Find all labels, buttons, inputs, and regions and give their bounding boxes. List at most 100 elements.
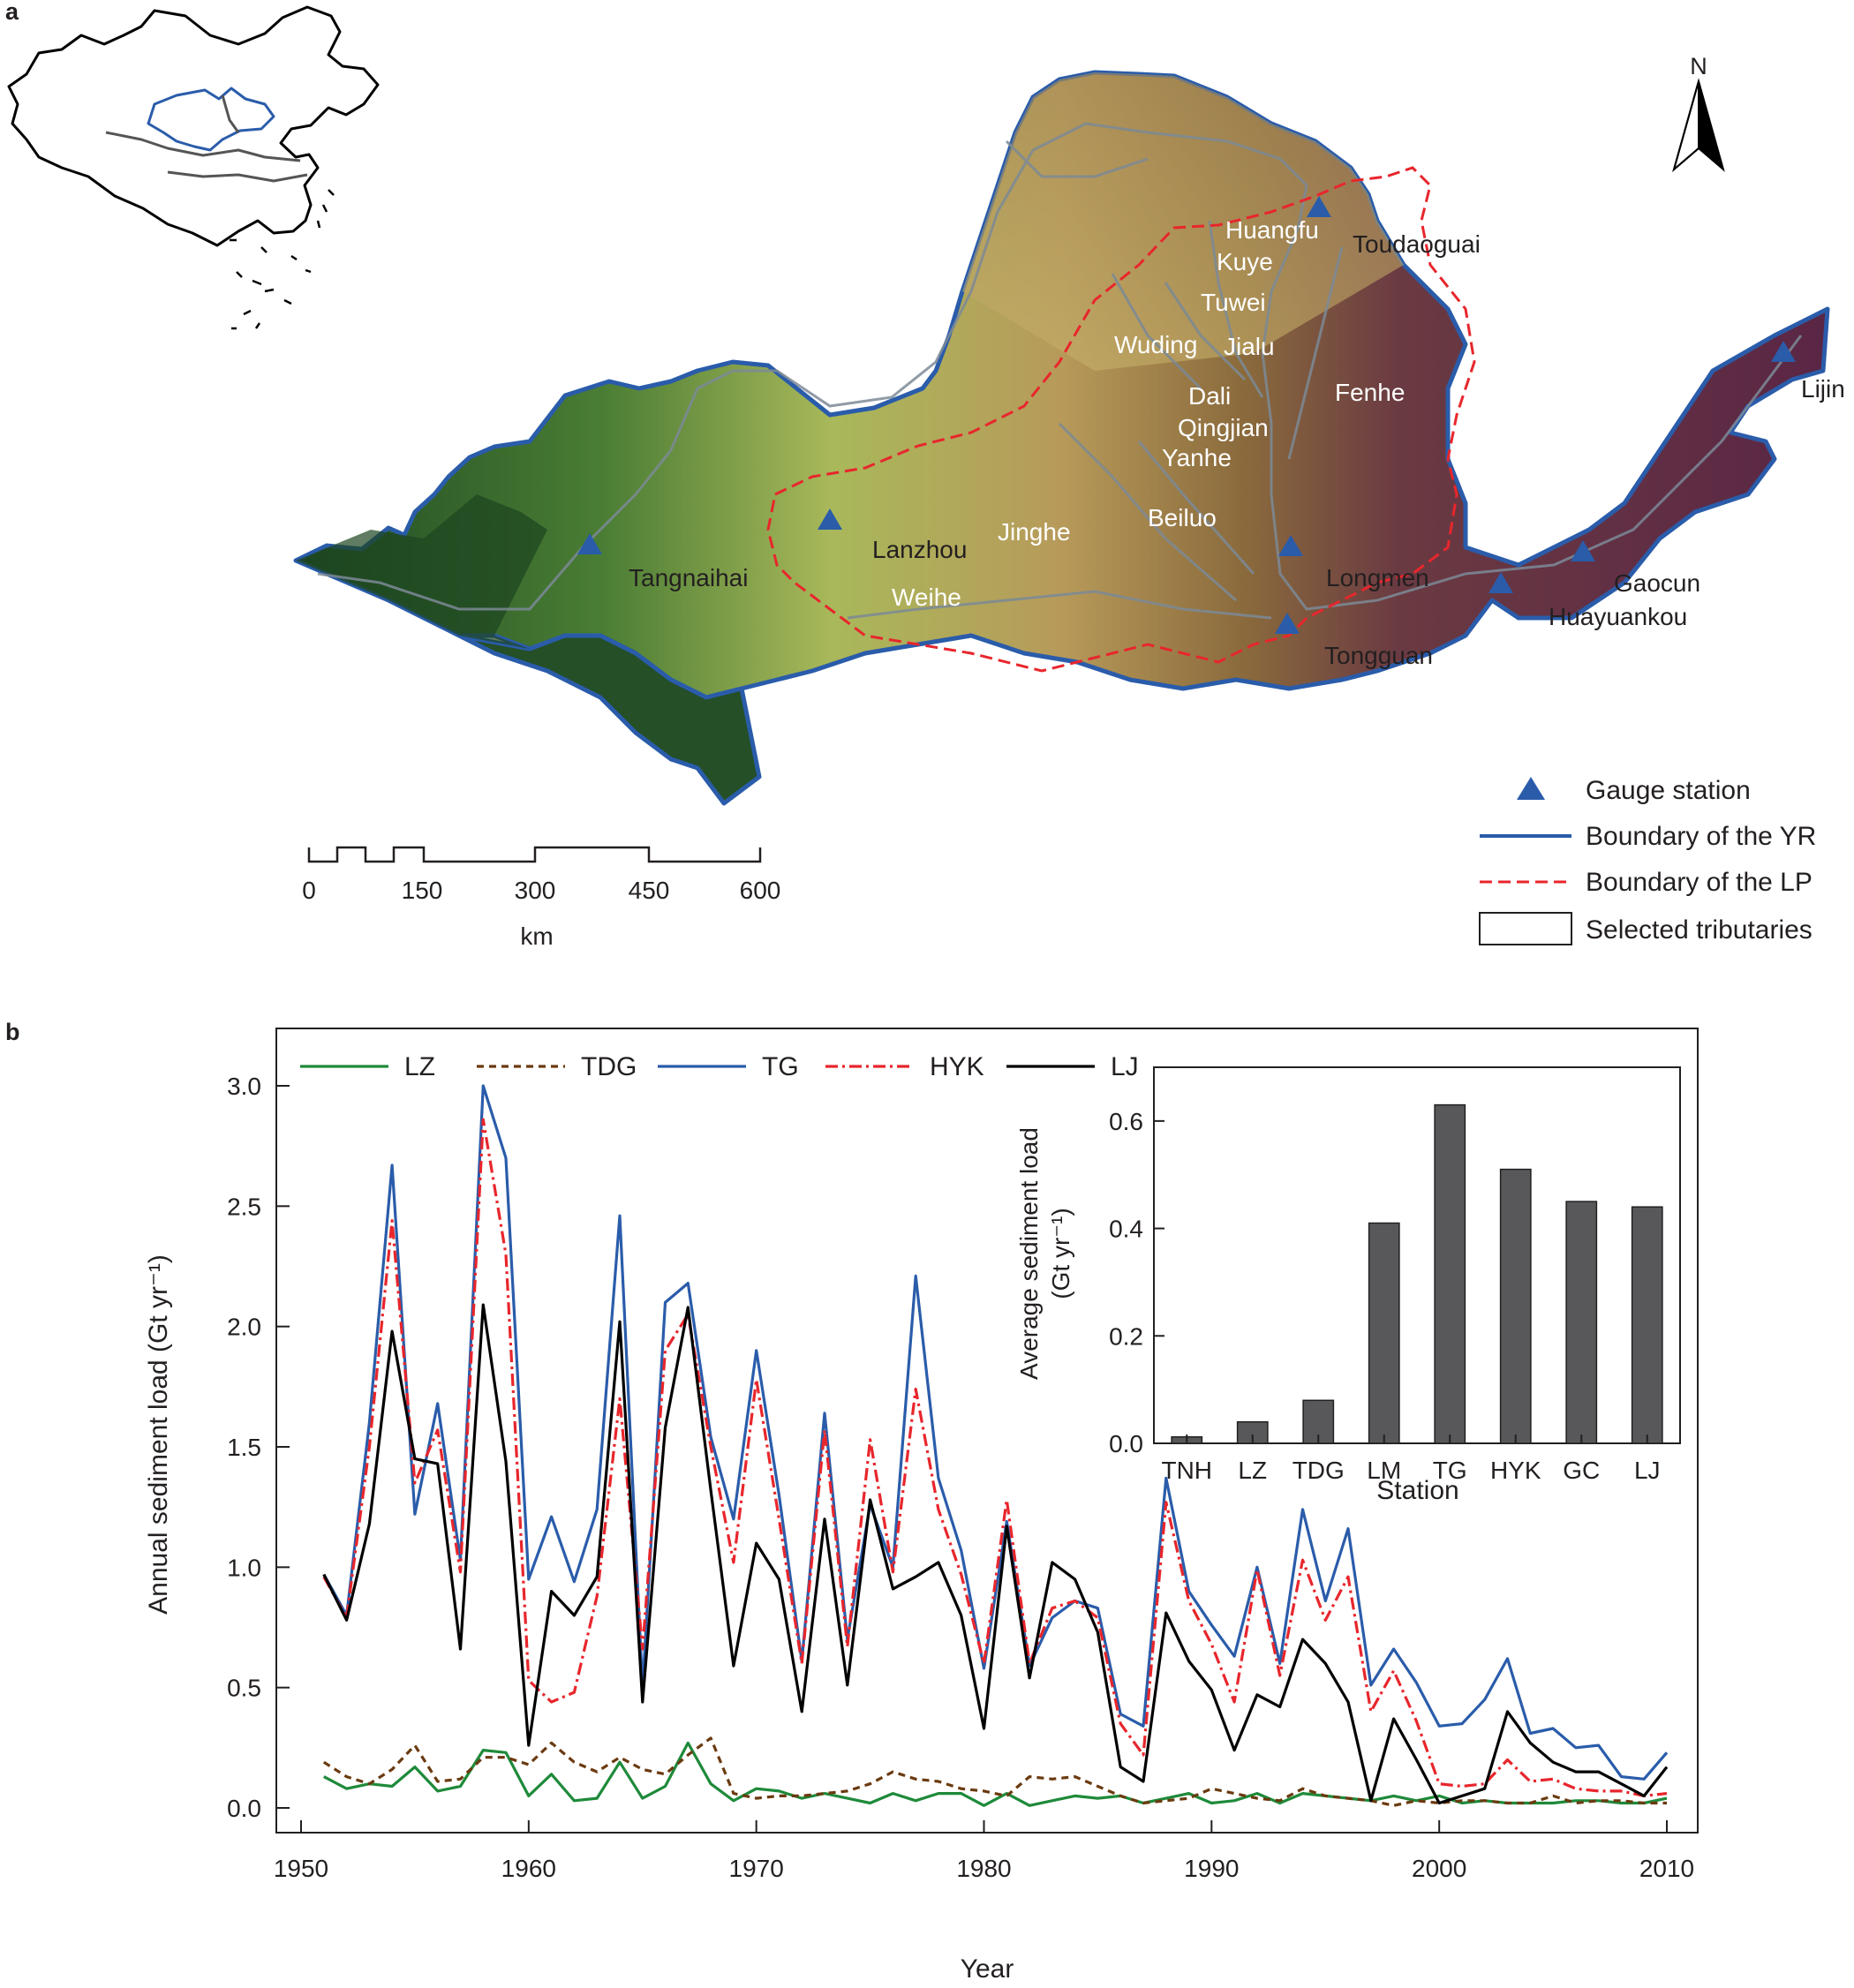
series-lz-line: [323, 1741, 1668, 1807]
scale-tick-600: 600: [740, 877, 781, 904]
gauge-longmen-icon: [1278, 535, 1303, 556]
inset-ylabel-line1: Average sediment load: [1015, 1127, 1043, 1380]
gauge-stations: [577, 196, 1796, 634]
series-tg-line: [322, 1084, 1669, 1781]
y-axis-label: Annual sediment load (Gt yr⁻¹): [144, 1254, 173, 1615]
chart-legend: LZ TDG TG HYK LJ: [300, 1052, 1139, 1081]
x-tick-label: 1980: [956, 1855, 1011, 1882]
legend-trib-label: Selected tributaries: [1586, 915, 1813, 945]
legend-gauge-icon: [1517, 777, 1545, 800]
y-tick-label: 3.0: [227, 1073, 261, 1100]
x-tick-label: 2000: [1412, 1855, 1466, 1882]
scale-tick-450: 450: [629, 877, 670, 904]
inset-bar-hyk: [1499, 1168, 1532, 1444]
legend-lp-label: Boundary of the LP: [1586, 868, 1813, 897]
x-tick-label: 2010: [1639, 1855, 1694, 1882]
inset-bar-tg: [1434, 1103, 1466, 1444]
gauge-huayuankou-icon: [1488, 572, 1513, 593]
legend-yr-label: Boundary of the YR: [1586, 822, 1816, 851]
label-weihe: Weihe: [892, 584, 961, 611]
inset-y-tick-label: 0.0: [1109, 1430, 1143, 1457]
plot-frame: [275, 1028, 1699, 1834]
inset-frame: [1153, 1066, 1681, 1444]
inset-ylabel-line2: (Gt yr⁻¹): [1047, 1208, 1074, 1299]
label-yanhe: Yanhe: [1162, 444, 1232, 471]
y-tick-label: 2.0: [227, 1314, 261, 1341]
yellow-river-basin: [293, 70, 1830, 806]
x-tick-label: 1970: [729, 1855, 784, 1882]
label-longmen: Longmen: [1326, 564, 1429, 591]
y-tick-label: 2.5: [227, 1193, 261, 1220]
inset-x-tick-label: LZ: [1238, 1457, 1267, 1484]
gauge-tangnaihai-icon: [577, 533, 602, 554]
label-huangfu: Huangfu: [1225, 216, 1319, 244]
panel-b-label: b: [5, 1019, 20, 1045]
scale-tick-0: 0: [302, 877, 316, 904]
gauge-lijin-icon: [1771, 341, 1796, 362]
china-inset-map: [7, 5, 380, 330]
north-label: N: [1690, 53, 1707, 79]
y-tick-label: 1.5: [227, 1434, 261, 1461]
loess-plateau-boundary: [766, 166, 1476, 673]
x-tick-label: 1950: [274, 1855, 328, 1882]
legend-lj-label: LJ: [1111, 1052, 1139, 1081]
x-axis: 1950 1960 1970 1980 1990 2000 2010: [274, 1820, 1694, 1882]
label-jialu: Jialu: [1224, 333, 1275, 360]
inset-y-tick-label: 0.4: [1109, 1216, 1143, 1243]
inset-y-axis: 0.0 0.2 0.4 0.6: [1109, 1108, 1164, 1457]
inset-y-tick-label: 0.6: [1109, 1108, 1143, 1135]
x-tick-label: 1990: [1184, 1855, 1239, 1882]
y-tick-label: 0.5: [227, 1675, 261, 1702]
label-tangnaihai: Tangnaihai: [629, 564, 748, 591]
inset-x-tick-label: TG: [1433, 1457, 1467, 1484]
inset-bar-lm: [1368, 1222, 1400, 1444]
gauge-tongguan-icon: [1275, 613, 1300, 634]
inset-bar-lj: [1631, 1206, 1663, 1444]
panel-a-label: a: [5, 0, 19, 25]
inset-x-tick-label: LM: [1367, 1457, 1401, 1484]
legend-tg-label: TG: [762, 1052, 799, 1081]
inset-y-tick-label: 0.2: [1109, 1322, 1143, 1350]
tributaries: [317, 122, 1803, 620]
label-tongguan: Tongguan: [1324, 642, 1433, 669]
inset-x-tick-label: GC: [1563, 1457, 1600, 1484]
legend-lz-label: LZ: [404, 1052, 435, 1081]
scale-tick-150: 150: [402, 877, 443, 904]
series-layer: [322, 1084, 1669, 1807]
scale-tick-300: 300: [515, 877, 556, 904]
series-lj-line: [322, 1303, 1669, 1805]
label-lijin: Lijin: [1801, 375, 1845, 403]
legend-hyk-label: HYK: [930, 1052, 984, 1081]
label-gaocun: Gaocun: [1614, 569, 1700, 597]
label-dali: Dali: [1188, 382, 1231, 410]
legend-tdg-label: TDG: [581, 1052, 637, 1081]
island-dots: [230, 189, 335, 330]
scale-bar: 0 150 300 450 600 km: [302, 846, 781, 950]
label-fenhe: Fenhe: [1335, 379, 1405, 406]
inset-bar-gc: [1565, 1201, 1598, 1444]
legend-gauge-label: Gauge station: [1586, 776, 1751, 805]
line-chart: 0.00.51.01.52.02.53.0 1950 1960 1970 1980 19…: [144, 1028, 1699, 1984]
label-tuwei: Tuwei: [1201, 289, 1266, 316]
series-hyk-line: [322, 1118, 1668, 1797]
inset-x-tick-label: HYK: [1490, 1457, 1541, 1484]
inset-bar-chart: 0.0 0.2 0.4 0.6 TNH LZ TDG LM TG HYK GC LJ Average…: [1015, 1066, 1681, 1505]
inset-x-tick-label: TNH: [1161, 1457, 1212, 1484]
gauge-lanzhou-icon: [818, 508, 842, 530]
label-huayuankou: Huayuankou: [1549, 603, 1687, 630]
x-tick-label: 1960: [501, 1855, 556, 1882]
gauge-toudaoguai-icon: [1307, 196, 1331, 217]
scale-unit: km: [520, 922, 553, 950]
inset-xlabel: Station: [1376, 1476, 1458, 1505]
map-legend: Gauge station Boundary of the YR Boundar…: [1479, 776, 1816, 945]
north-arrow-icon: N: [1672, 53, 1725, 172]
x-axis-label: Year: [961, 1954, 1014, 1984]
inset-x-tick-label: TDG: [1293, 1457, 1345, 1484]
gauge-gaocun-icon: [1571, 540, 1595, 561]
label-qingjian: Qingjian: [1178, 414, 1269, 441]
inset-x-tick-label: LJ: [1634, 1457, 1661, 1484]
label-wuding: Wuding: [1114, 331, 1197, 358]
y-tick-label: 0.0: [227, 1795, 261, 1822]
label-lanzhou: Lanzhou: [872, 536, 967, 563]
